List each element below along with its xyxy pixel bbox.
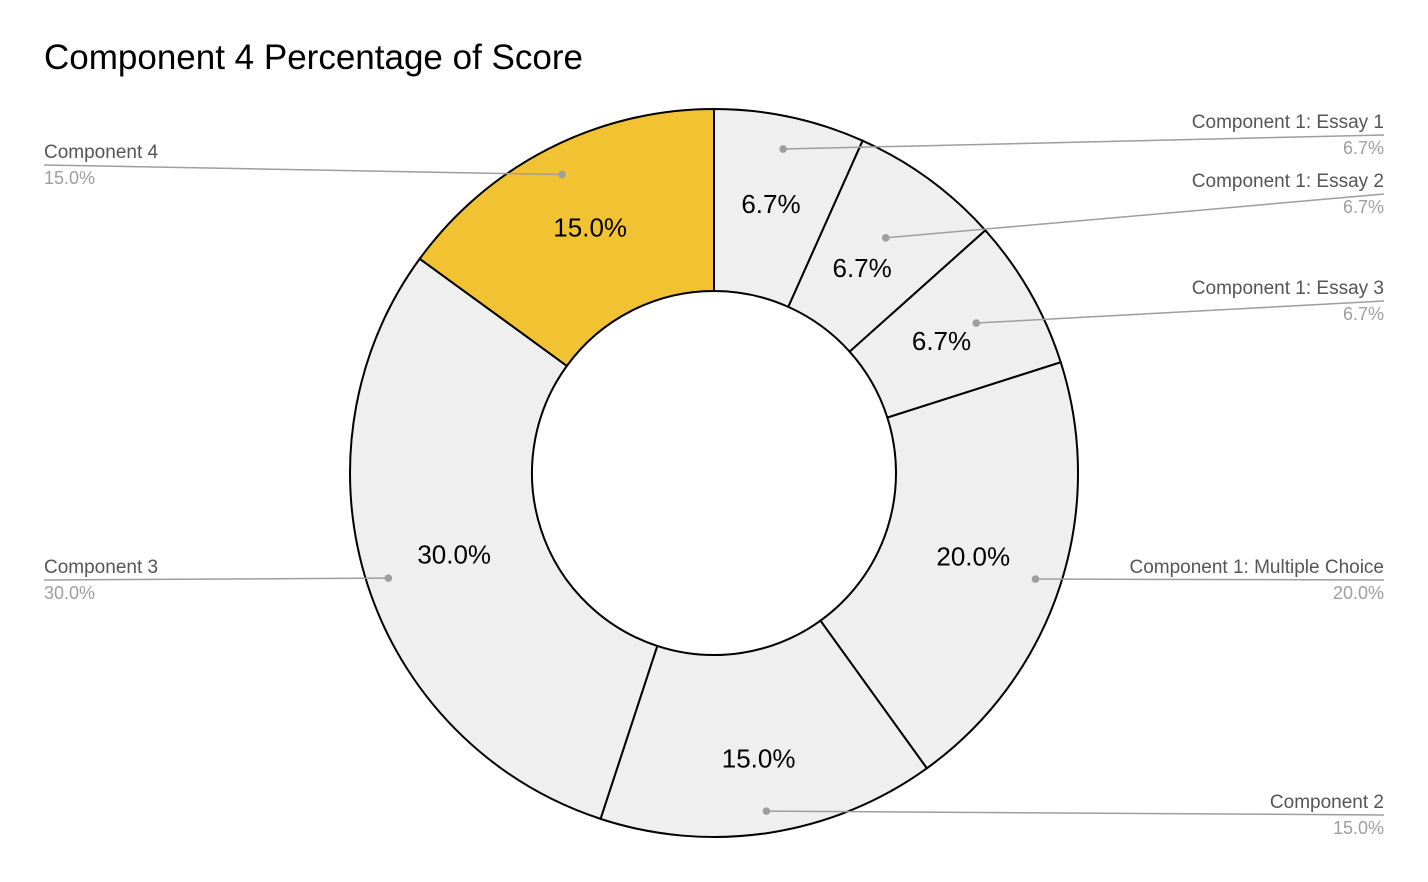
callout-line-component-2 [766,810,1385,816]
legend-label-component-2: Component 2 [1270,792,1384,813]
legend-label-component-1-essay-1: Component 1: Essay 1 [1192,112,1384,133]
callout-line-component-4 [43,164,563,176]
callout-dot-component-4 [558,170,566,179]
legend-label-component-1-multiple-choice: Component 1: Multiple Choice [1129,557,1384,578]
callout-dot-component-3 [384,574,393,582]
legend-label-component-3: Component 3 [44,557,158,578]
legend-value-component-4: 15.0% [44,168,95,188]
slice-value-label-component-1-multiple-choice: 20.0% [936,541,1010,571]
legend-value-component-1-essay-2: 6.7% [1343,197,1384,217]
legend-value-component-3: 30.0% [44,583,95,603]
slice-value-label-component-1-essay-3: 6.7% [912,326,971,356]
slice-value-label-component-2: 15.0% [722,744,796,774]
slice-component-3 [349,257,659,821]
slice-component-4 [418,107,715,368]
legend-value-component-2: 15.0% [1333,818,1384,838]
callout-dot-component-1-multiple-choice [1031,575,1040,583]
callout-dot-component-1-essay-1 [779,145,787,153]
callout-dot-component-2 [762,807,771,815]
callout-line-component-1-essay-2 [885,193,1385,239]
callout-dot-component-1-essay-3 [972,319,981,327]
labels-layer: 6.7% Component 1: Essay 1 6.7% 6.7% Componen… [44,112,1384,838]
callout-line-component-1-essay-3 [976,300,1385,324]
callouts-layer [43,134,1385,816]
legend-label-component-1-essay-3: Component 1: Essay 3 [1192,278,1384,299]
callout-line-component-1-essay-1 [783,134,1385,150]
callout-dot-component-1-essay-2 [881,234,890,242]
callout-line-component-3 [43,577,389,581]
callout-line-component-1-multiple-choice [1035,578,1385,581]
legend-value-component-1-essay-1: 6.7% [1343,138,1384,158]
slice-component-2 [599,619,929,838]
legend-label-component-4: Component 4 [44,142,159,163]
slice-value-label-component-4: 15.0% [553,213,627,243]
slice-value-label-component-1-essay-1: 6.7% [741,189,800,219]
legend-value-component-1-multiple-choice: 20.0% [1333,583,1384,603]
chart-title: Component 4 Percentage of Score [44,38,583,77]
legend-label-component-1-essay-2: Component 1: Essay 2 [1192,171,1384,192]
slice-value-label-component-1-essay-2: 6.7% [833,253,892,283]
slices-layer [349,107,1079,838]
slice-component-1-multiple-choice [819,361,1079,770]
slice-value-label-component-3: 30.0% [417,540,491,570]
legend-value-component-1-essay-3: 6.7% [1343,304,1384,324]
